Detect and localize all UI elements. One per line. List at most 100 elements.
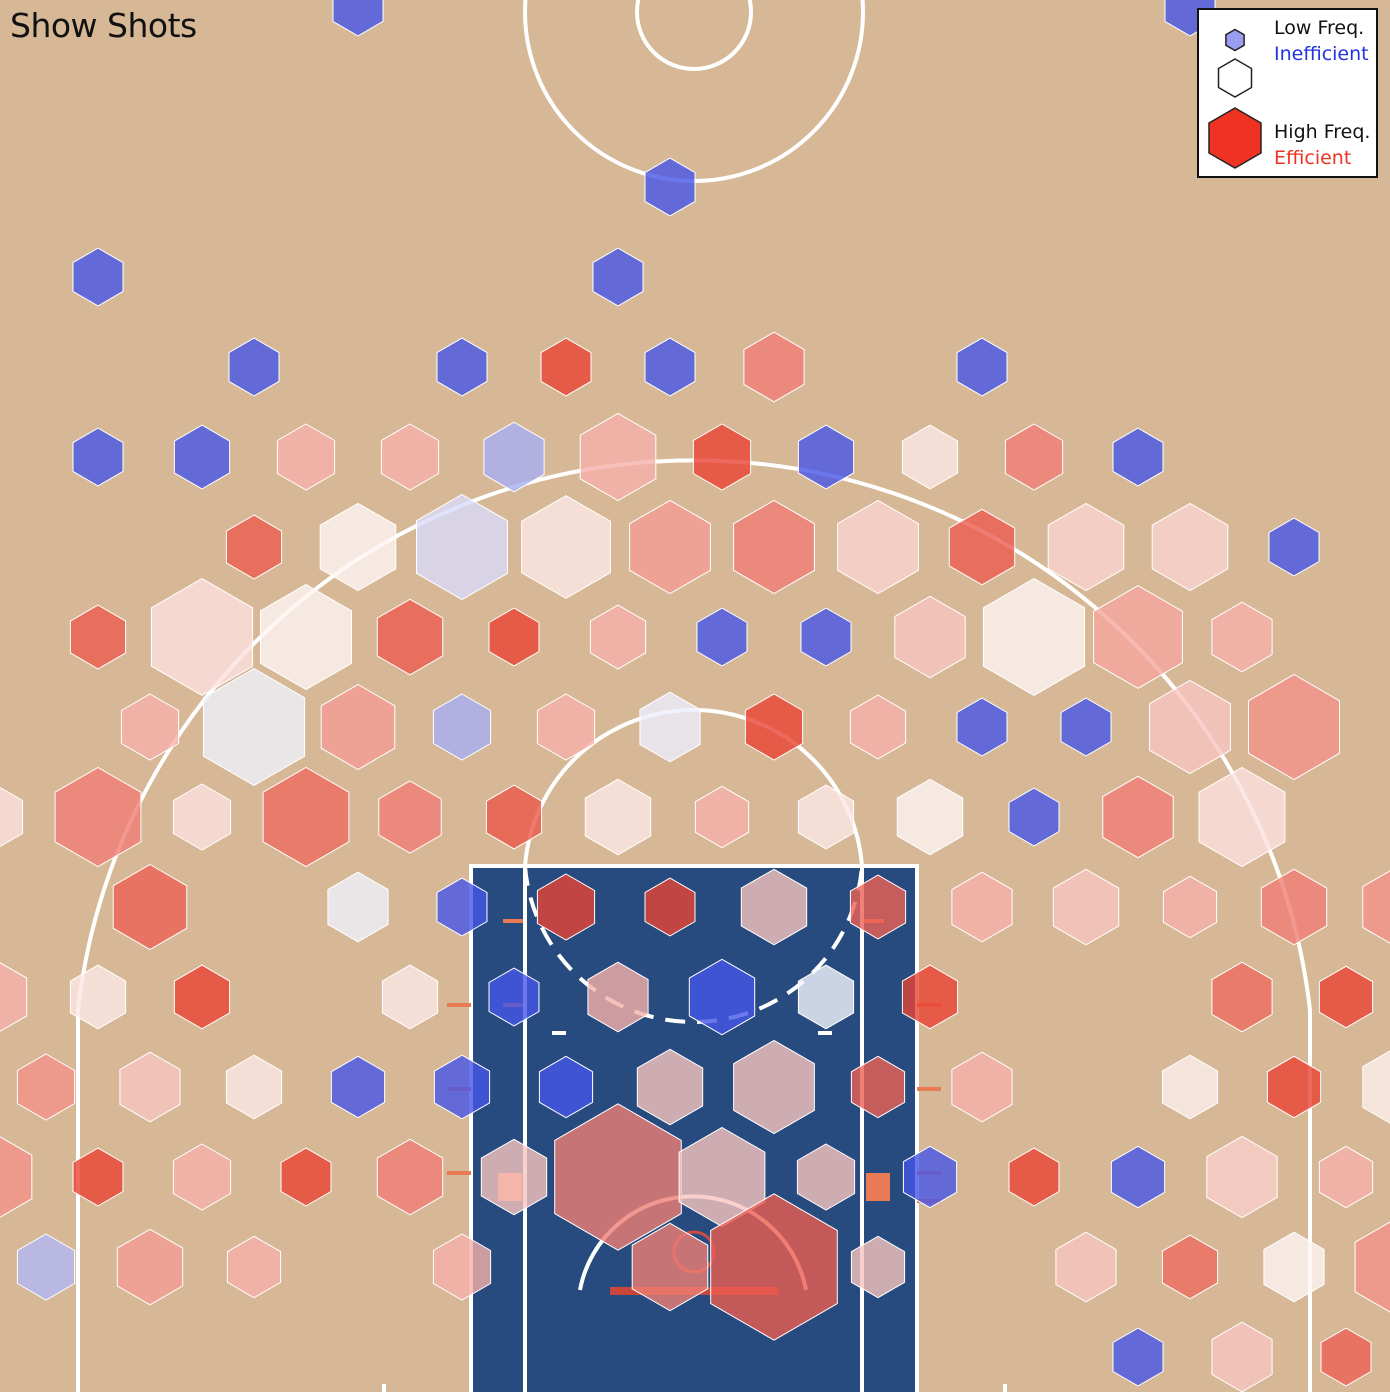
hexbin <box>733 499 815 595</box>
hexbin <box>1162 875 1218 939</box>
hexbin <box>554 1103 682 1251</box>
block-mark-right <box>866 1173 890 1201</box>
hexbin <box>694 785 750 849</box>
hexbin <box>72 1147 124 1207</box>
hexbin <box>1110 1145 1166 1209</box>
hexbin <box>1260 868 1328 946</box>
hexbin <box>1151 502 1229 592</box>
hexbin <box>1318 1145 1374 1209</box>
hexbin <box>901 964 959 1030</box>
legend-medium-hex <box>1217 58 1253 98</box>
lane-outer-line <box>469 864 919 1392</box>
hexbin <box>692 423 752 491</box>
hexbin <box>172 783 232 851</box>
hexbin <box>896 778 964 856</box>
hexbin <box>0 1136 33 1218</box>
hexbin <box>1354 1221 1390 1313</box>
hexbin <box>951 1051 1013 1123</box>
hexbin <box>488 607 540 667</box>
hexbin <box>0 786 24 848</box>
legend-high-freq-label: High Freq. <box>1274 121 1371 143</box>
hexbin <box>330 1055 386 1119</box>
hexbin <box>226 1235 282 1299</box>
hexbin <box>688 958 756 1036</box>
hexbin <box>432 1233 492 1301</box>
hexbin <box>849 694 907 760</box>
hexbin <box>416 493 508 601</box>
hexbin <box>0 962 28 1032</box>
hexbin <box>1211 601 1273 673</box>
hexbin <box>436 877 488 937</box>
hexbin <box>733 1039 815 1135</box>
hexbin <box>589 604 647 670</box>
hexbin <box>587 961 649 1033</box>
hexbin <box>636 1048 704 1126</box>
hexbin <box>797 784 855 850</box>
hexbin <box>1112 427 1164 487</box>
hexbin <box>540 337 592 397</box>
hexbin <box>54 766 142 868</box>
hexbin <box>894 595 966 679</box>
hexbin <box>743 331 805 403</box>
hexbin <box>797 964 855 1030</box>
hexbin <box>1248 673 1340 781</box>
hexbin <box>69 964 127 1030</box>
hexbin <box>1362 1050 1390 1124</box>
hexbin <box>483 421 545 493</box>
hexbin <box>72 247 124 307</box>
legend: Low Freq. Inefficient High Freq. Efficie… <box>1197 8 1378 178</box>
hexbin <box>1318 965 1374 1029</box>
hexbin <box>800 607 852 667</box>
legend-large-hex <box>1208 107 1262 169</box>
hexbin <box>629 499 711 595</box>
paint-area <box>471 866 917 1392</box>
hexbin <box>381 964 439 1030</box>
hexbin <box>276 423 336 491</box>
hexbin <box>1149 679 1231 775</box>
hexbin <box>956 697 1008 757</box>
hexbin <box>850 1055 906 1119</box>
hexbin <box>1060 697 1112 757</box>
hexbin <box>320 683 396 771</box>
hexbin <box>639 691 701 763</box>
hexbin <box>696 607 748 667</box>
hexbin <box>521 495 611 599</box>
hexbin <box>901 424 959 490</box>
hexbin <box>225 514 283 580</box>
hexbin <box>119 1051 181 1123</box>
hexbin <box>579 412 657 502</box>
hexbin <box>72 427 124 487</box>
legend-low-freq-label: Low Freq. <box>1274 17 1365 39</box>
hexbin <box>1198 766 1286 868</box>
hexbin <box>1161 1054 1219 1120</box>
hexbin <box>225 1054 283 1120</box>
hexbin <box>1008 1147 1060 1207</box>
hexbin <box>1263 1231 1325 1303</box>
hexbin <box>436 337 488 397</box>
center-circle-inner <box>635 0 753 71</box>
hexbin <box>1268 517 1320 577</box>
hexbin <box>173 964 231 1030</box>
hexbin <box>262 766 350 868</box>
hexbin <box>797 424 855 490</box>
hexbin <box>228 337 280 397</box>
legend-inefficient-label: Inefficient <box>1274 43 1369 65</box>
legend-small-hex <box>1225 28 1245 52</box>
hexbin <box>432 693 492 761</box>
hexbin <box>380 423 440 491</box>
hexbin <box>1093 585 1183 689</box>
hexbin <box>280 1147 332 1207</box>
hexbin <box>332 0 384 37</box>
hexbin <box>1320 1327 1372 1387</box>
hexbin <box>1055 1231 1117 1303</box>
hexbin <box>1112 1327 1164 1387</box>
hexbin <box>644 157 696 217</box>
hexbin <box>1052 868 1120 946</box>
show-shots-button[interactable]: Show Shots <box>10 6 197 45</box>
hexbin <box>796 1143 856 1211</box>
hexbin <box>584 778 652 856</box>
legend-swatches <box>1208 28 1262 169</box>
hexbin <box>150 578 254 696</box>
